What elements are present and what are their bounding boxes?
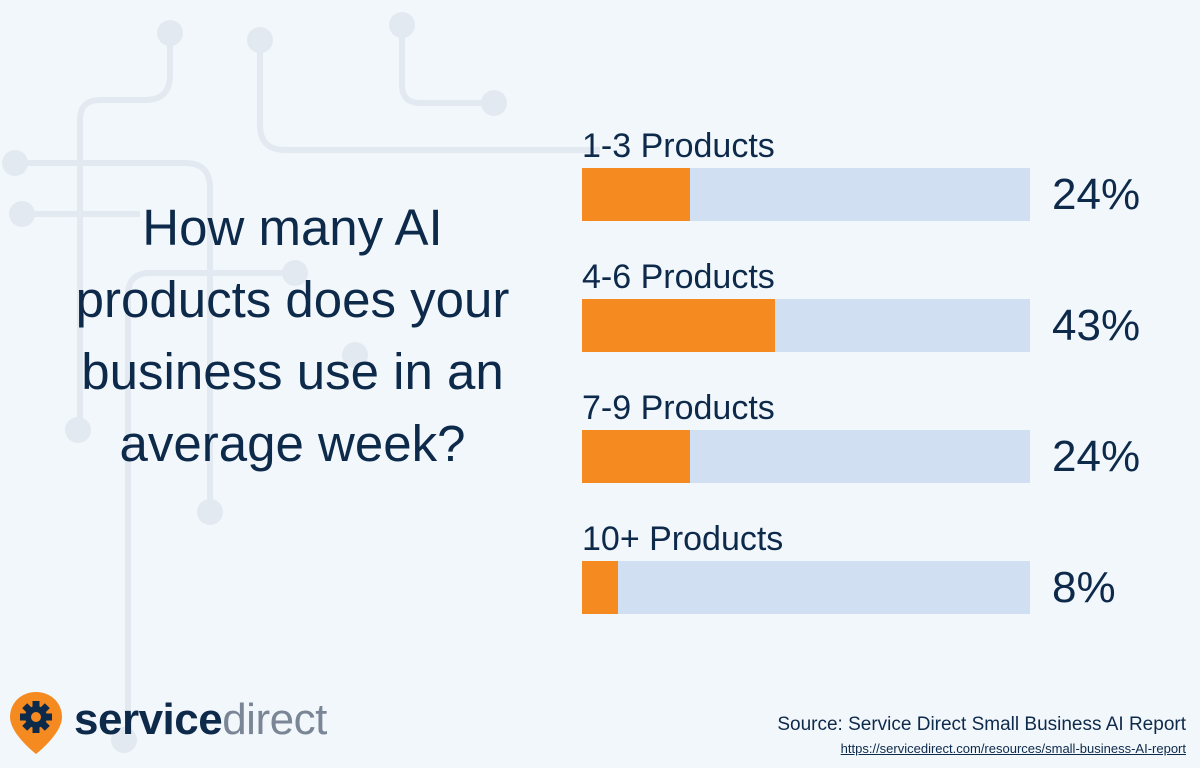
bar-fill <box>582 430 690 483</box>
bar-row: 7-9 Products 24% <box>582 388 1182 498</box>
bar-category-label: 1-3 Products <box>582 127 775 165</box>
bar-value-label: 24% <box>1052 170 1141 219</box>
bar-category-label: 7-9 Products <box>582 389 775 427</box>
bar-row: 1-3 Products 24% <box>582 126 1182 236</box>
bar-row: 4-6 Products 43% <box>582 257 1182 367</box>
logo-word-service: service <box>74 695 223 744</box>
bar-fill <box>582 561 618 614</box>
logo-word-direct: direct <box>222 695 327 744</box>
bar-track <box>582 561 1030 614</box>
bar-fill <box>582 299 775 352</box>
chart-question-title: How many AI products does your business … <box>75 199 510 472</box>
bar-value-label: 8% <box>1052 563 1116 612</box>
source-citation: Source: Service Direct Small Business AI… <box>777 714 1186 735</box>
bar-track <box>582 168 1030 221</box>
bar-fill <box>582 168 690 221</box>
bar-category-label: 10+ Products <box>582 520 784 558</box>
logo-wordmark: servicedirect <box>74 692 327 748</box>
gear-pin-icon <box>10 692 62 754</box>
bar-track <box>582 299 1030 352</box>
bar-category-label: 4-6 Products <box>582 258 775 296</box>
service-direct-logo: servicedirect <box>8 690 368 754</box>
bar-value-label: 43% <box>1052 301 1141 350</box>
bar-value-label: 24% <box>1052 432 1141 481</box>
source-link[interactable]: https://servicedirect.com/resources/smal… <box>840 741 1186 756</box>
bar-row: 10+ Products 8% <box>582 519 1182 629</box>
bar-track <box>582 430 1030 483</box>
